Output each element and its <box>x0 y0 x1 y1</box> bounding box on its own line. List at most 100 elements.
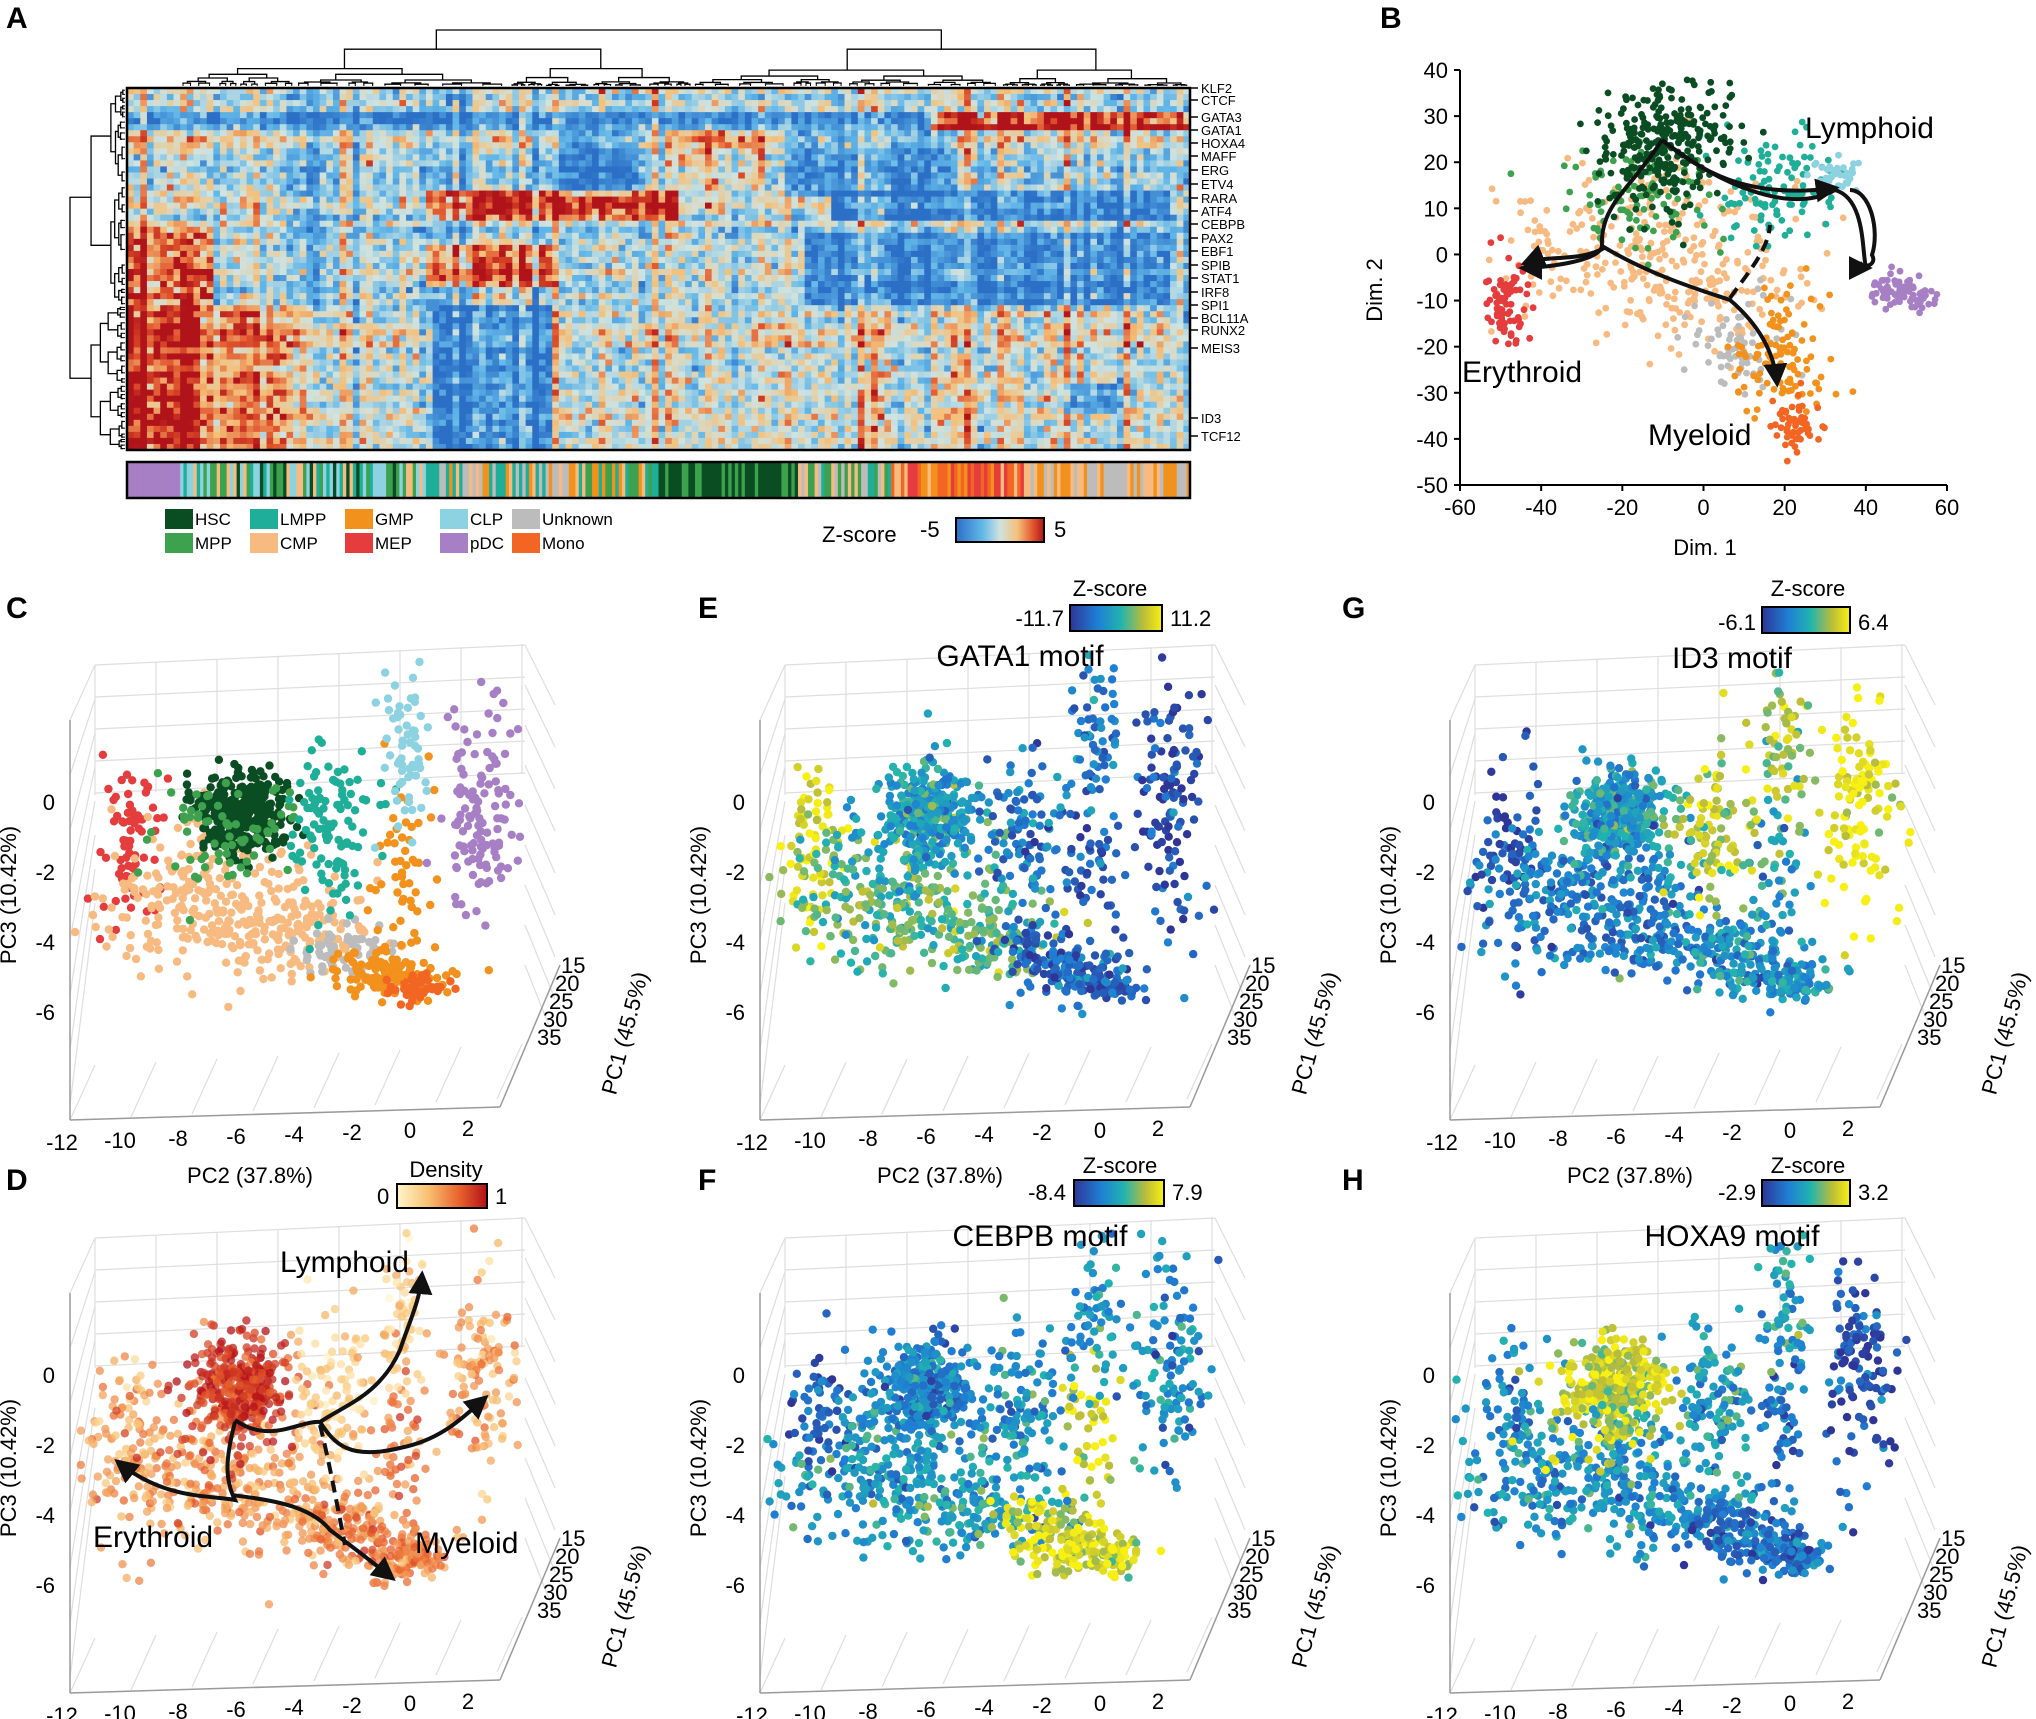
scatter-point <box>1506 317 1514 325</box>
pca-point <box>253 946 262 955</box>
pca-point <box>1000 935 1010 945</box>
pca-point <box>167 788 176 797</box>
scatter-point <box>1788 403 1796 411</box>
scatter-point <box>1771 143 1779 151</box>
pca-point <box>121 894 130 903</box>
pca-point <box>489 1423 499 1432</box>
pca-point <box>301 896 310 905</box>
pca-point <box>282 1546 291 1555</box>
pca-point <box>183 1360 192 1369</box>
pca-point <box>207 1472 217 1481</box>
pca-point <box>382 962 391 971</box>
pca-point <box>1057 1004 1067 1013</box>
pca-point <box>131 954 141 964</box>
pca-point <box>206 929 215 938</box>
scatter-point <box>1777 317 1784 325</box>
pca-point <box>177 851 186 860</box>
scatter-point <box>1723 316 1730 323</box>
pca-point <box>236 1459 245 1469</box>
scatter-point <box>1708 88 1715 95</box>
pca-point <box>143 929 153 939</box>
scatter-point <box>1648 194 1655 202</box>
scatter-point <box>1726 123 1733 130</box>
pca-point <box>237 772 246 781</box>
pca-point <box>194 810 203 819</box>
pca-point <box>249 824 258 833</box>
legend-label: pDC <box>470 534 504 553</box>
pca-point <box>812 910 822 919</box>
pca-point <box>930 742 940 751</box>
zscore-min: -5 <box>920 517 940 542</box>
pca-point <box>270 1468 279 1477</box>
pca-point <box>396 916 405 925</box>
scatter-point <box>1735 157 1742 165</box>
scatter-point <box>1759 291 1767 299</box>
pca-point <box>340 1332 350 1341</box>
pca-point <box>98 750 108 759</box>
scatter-point <box>1689 183 1697 191</box>
pca-point <box>422 858 432 868</box>
scatter-point <box>1774 312 1782 319</box>
pca-point <box>265 844 275 854</box>
pca-point <box>117 1512 126 1521</box>
pca-point <box>411 888 420 897</box>
scatter-point <box>1677 123 1685 131</box>
pca-point <box>285 795 294 804</box>
scatter-point <box>1537 227 1545 235</box>
scatter-point <box>1896 267 1904 275</box>
pca-point <box>277 915 286 924</box>
pca-point <box>871 951 880 961</box>
pca-point <box>223 1520 232 1529</box>
scatter-point <box>1722 139 1729 147</box>
pca-point <box>408 805 417 815</box>
scatter-point <box>1888 263 1895 271</box>
pca-point <box>811 807 821 816</box>
pca-point <box>397 741 407 750</box>
pca-point <box>197 802 207 811</box>
scatter-point <box>1802 265 1810 272</box>
pca-point <box>132 1453 142 1463</box>
scatter-point <box>1773 432 1781 439</box>
scatter-point <box>1656 92 1663 99</box>
pca-point <box>266 1445 275 1455</box>
scatter-point <box>1771 198 1779 205</box>
pca-point <box>473 806 482 815</box>
pca-point <box>139 1429 148 1439</box>
pca-point <box>365 937 374 947</box>
scatter-point <box>1744 249 1752 256</box>
pca-point <box>227 840 237 850</box>
pca-ylabel: PC3 (10.42%) <box>0 826 21 964</box>
pca-point <box>407 938 416 947</box>
pca-point <box>1112 849 1121 858</box>
gene-label: RUNX2 <box>1201 323 1245 338</box>
pca-point <box>289 936 298 945</box>
scatter-point <box>1587 290 1595 297</box>
scatter-point <box>1637 244 1644 252</box>
scatter-point <box>1505 340 1512 348</box>
scatter-point <box>1623 96 1630 104</box>
scatter-point <box>1665 85 1673 93</box>
scatter-point <box>1706 136 1714 144</box>
gene-label: PAX2 <box>1201 231 1233 246</box>
pca-point <box>386 1460 395 1469</box>
pca-point <box>880 910 889 919</box>
pca-point <box>169 1415 179 1425</box>
pca-point <box>178 1435 187 1445</box>
scatter-point <box>1597 208 1605 216</box>
scatter-point <box>1823 249 1831 257</box>
pca-point <box>221 958 231 967</box>
pca-point <box>316 1546 325 1555</box>
scatter-point <box>1781 387 1788 394</box>
pca-point <box>1089 975 1098 984</box>
pca-point <box>855 914 864 923</box>
scatter-point <box>1849 388 1857 395</box>
scatter-point <box>1629 94 1636 102</box>
scatter-point <box>1663 205 1671 213</box>
pca-point <box>345 1504 355 1514</box>
pca-point <box>503 1312 512 1322</box>
pca-xtick: 0 <box>404 1691 416 1716</box>
pca-point <box>172 1377 181 1386</box>
scatter-point <box>1626 308 1634 316</box>
pca-point <box>389 1453 398 1462</box>
pca-point <box>1101 977 1110 986</box>
